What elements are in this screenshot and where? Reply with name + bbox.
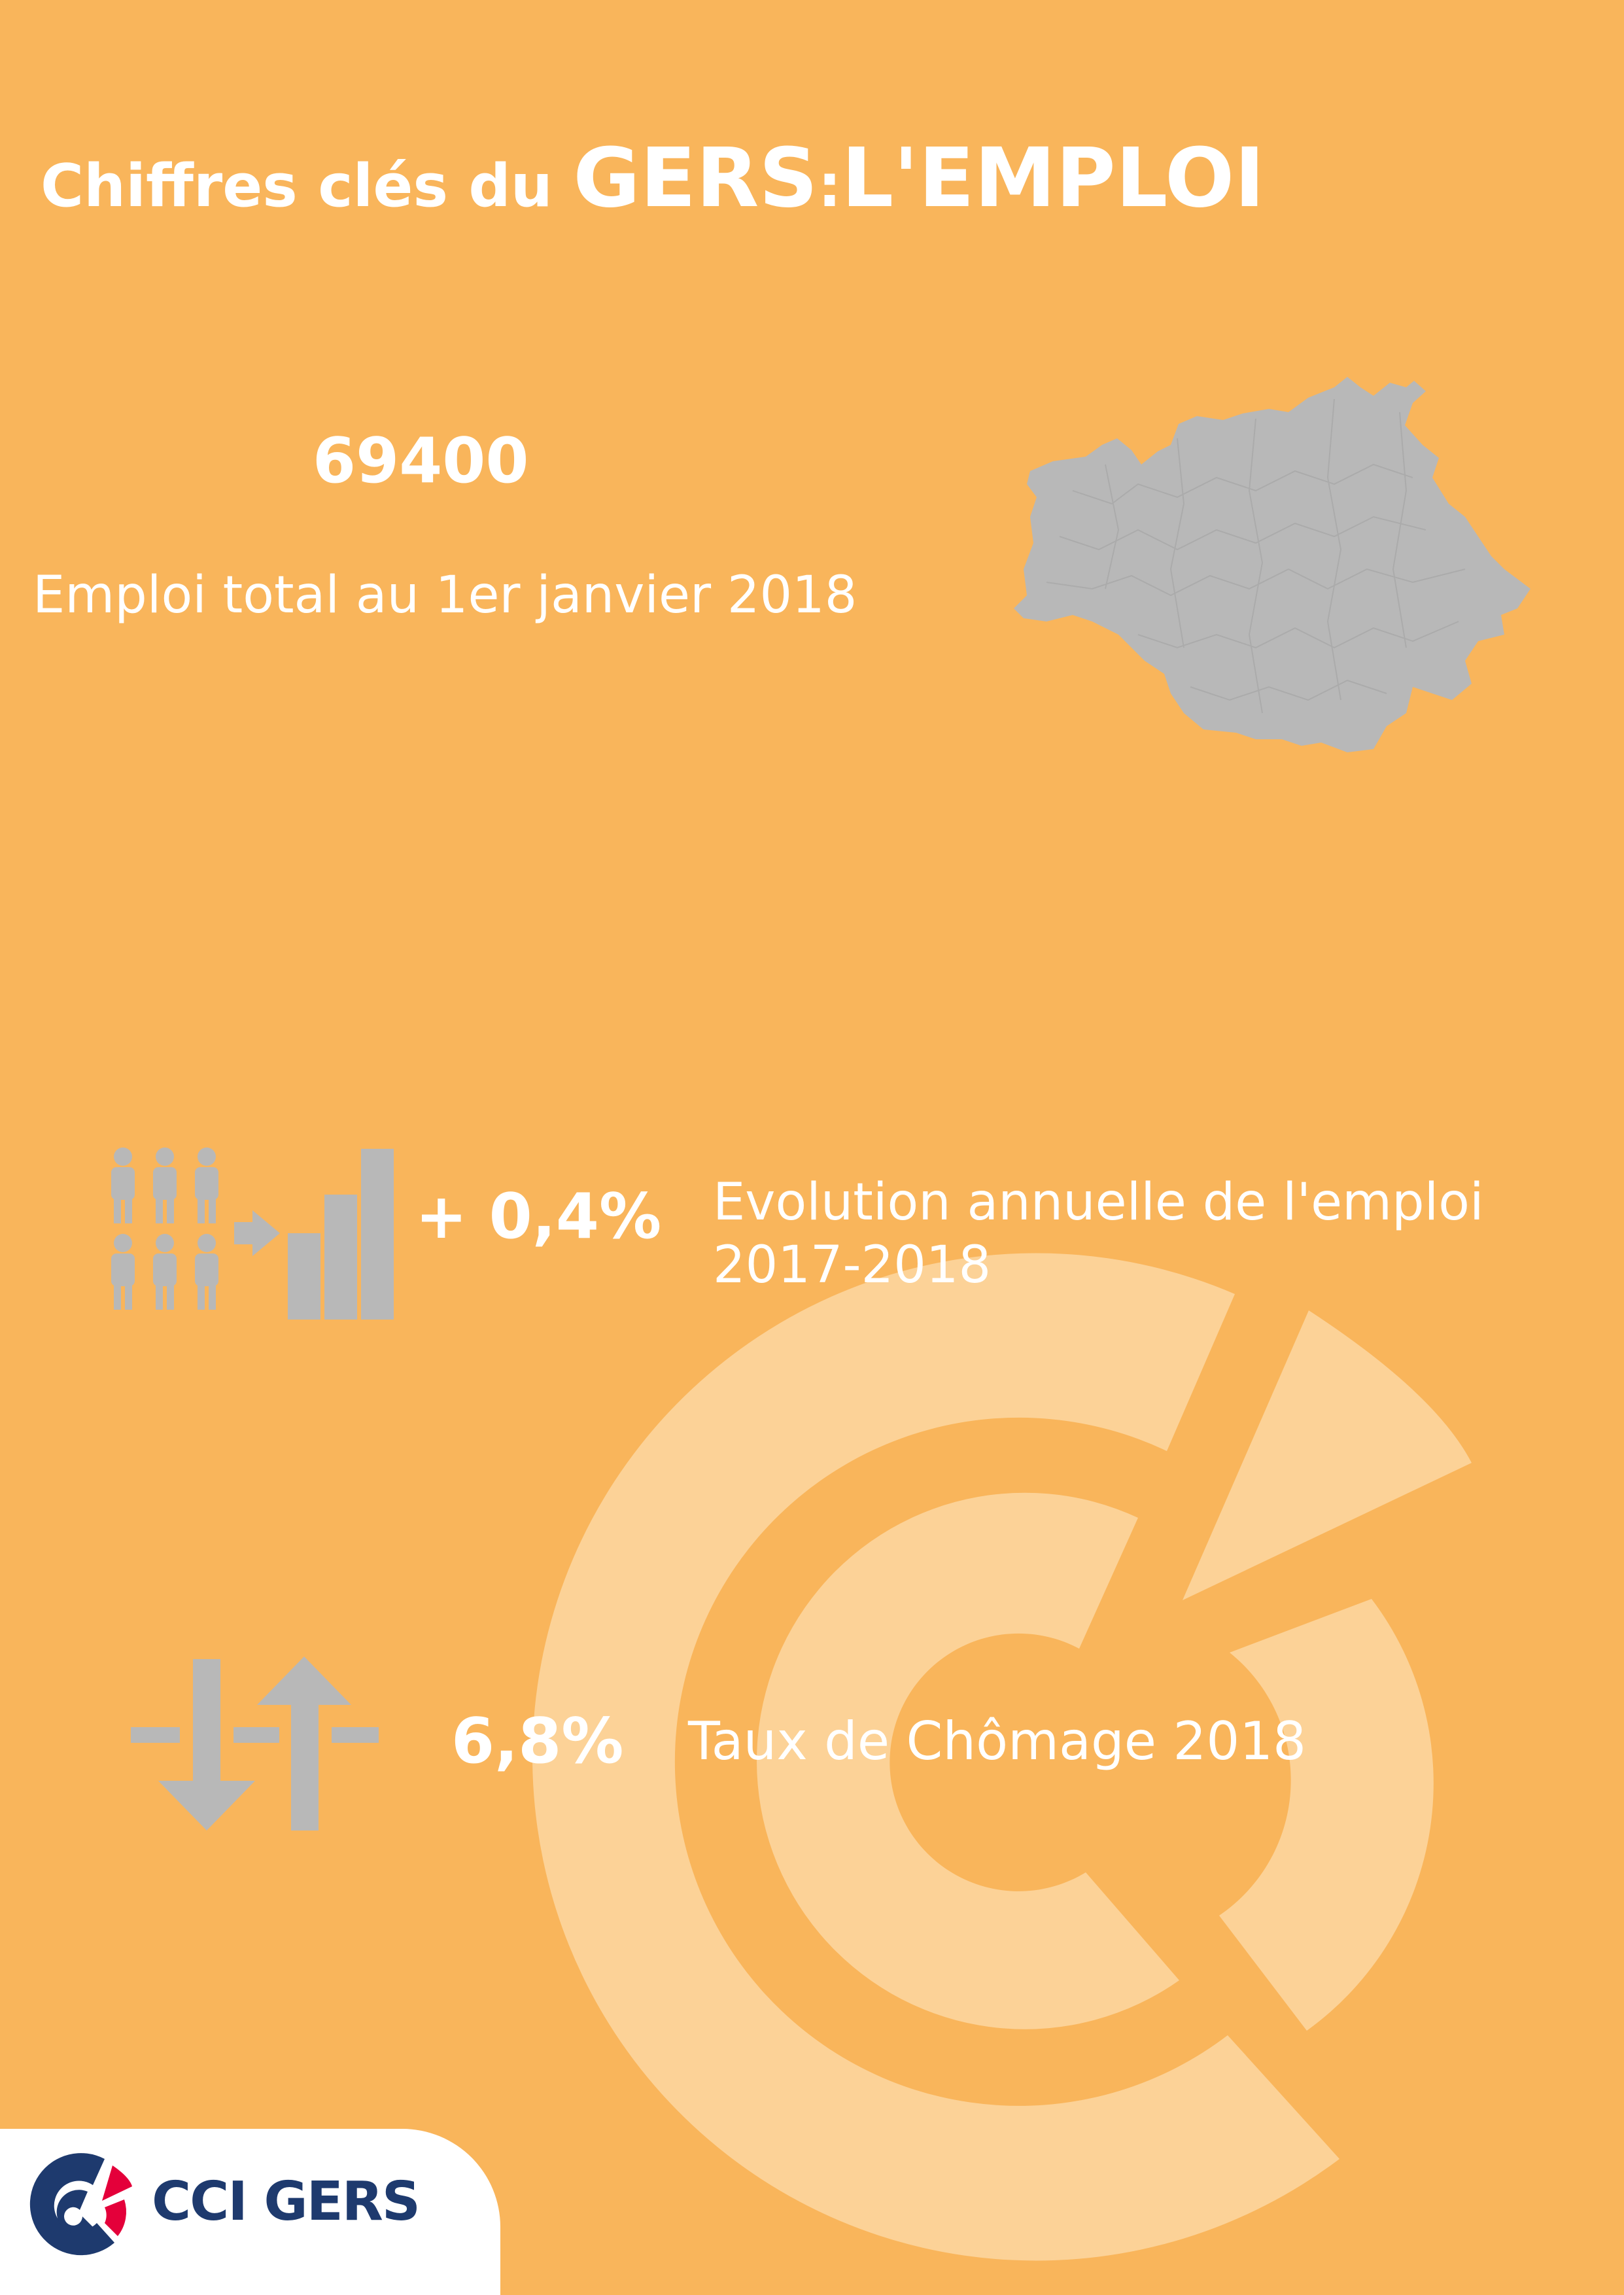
kpi-employment-value: 69400 bbox=[313, 425, 529, 497]
kpi-unemployment-label: Taux de Chômage 2018 bbox=[688, 1711, 1307, 1772]
cci-logo-icon bbox=[29, 2153, 132, 2256]
kpi-evolution-label-line2: 2017-2018 bbox=[713, 1236, 992, 1295]
title-separator: : bbox=[818, 152, 842, 220]
kpi-employment-label: Emploi total au 1er janvier 2018 bbox=[33, 566, 857, 625]
title-prefix: Chiffres clés du bbox=[41, 152, 553, 220]
employment-growth-icon bbox=[111, 1148, 394, 1320]
title-topic: L'EMPLOI bbox=[841, 131, 1265, 226]
title-place: GERS bbox=[573, 131, 818, 226]
gers-map-icon bbox=[1014, 377, 1530, 752]
kpi-unemployment-value: 6,8% bbox=[451, 1706, 624, 1778]
up-down-arrows-icon bbox=[131, 1656, 379, 1831]
cci-logo-text: CCI GERS bbox=[152, 2171, 421, 2233]
page-title: Chiffres clés du GERS:L'EMPLOI bbox=[41, 131, 1265, 275]
kpi-evolution-label-line1: Evolution annuelle de l'emploi bbox=[713, 1173, 1484, 1232]
kpi-evolution-value: + 0,4% bbox=[415, 1181, 662, 1253]
